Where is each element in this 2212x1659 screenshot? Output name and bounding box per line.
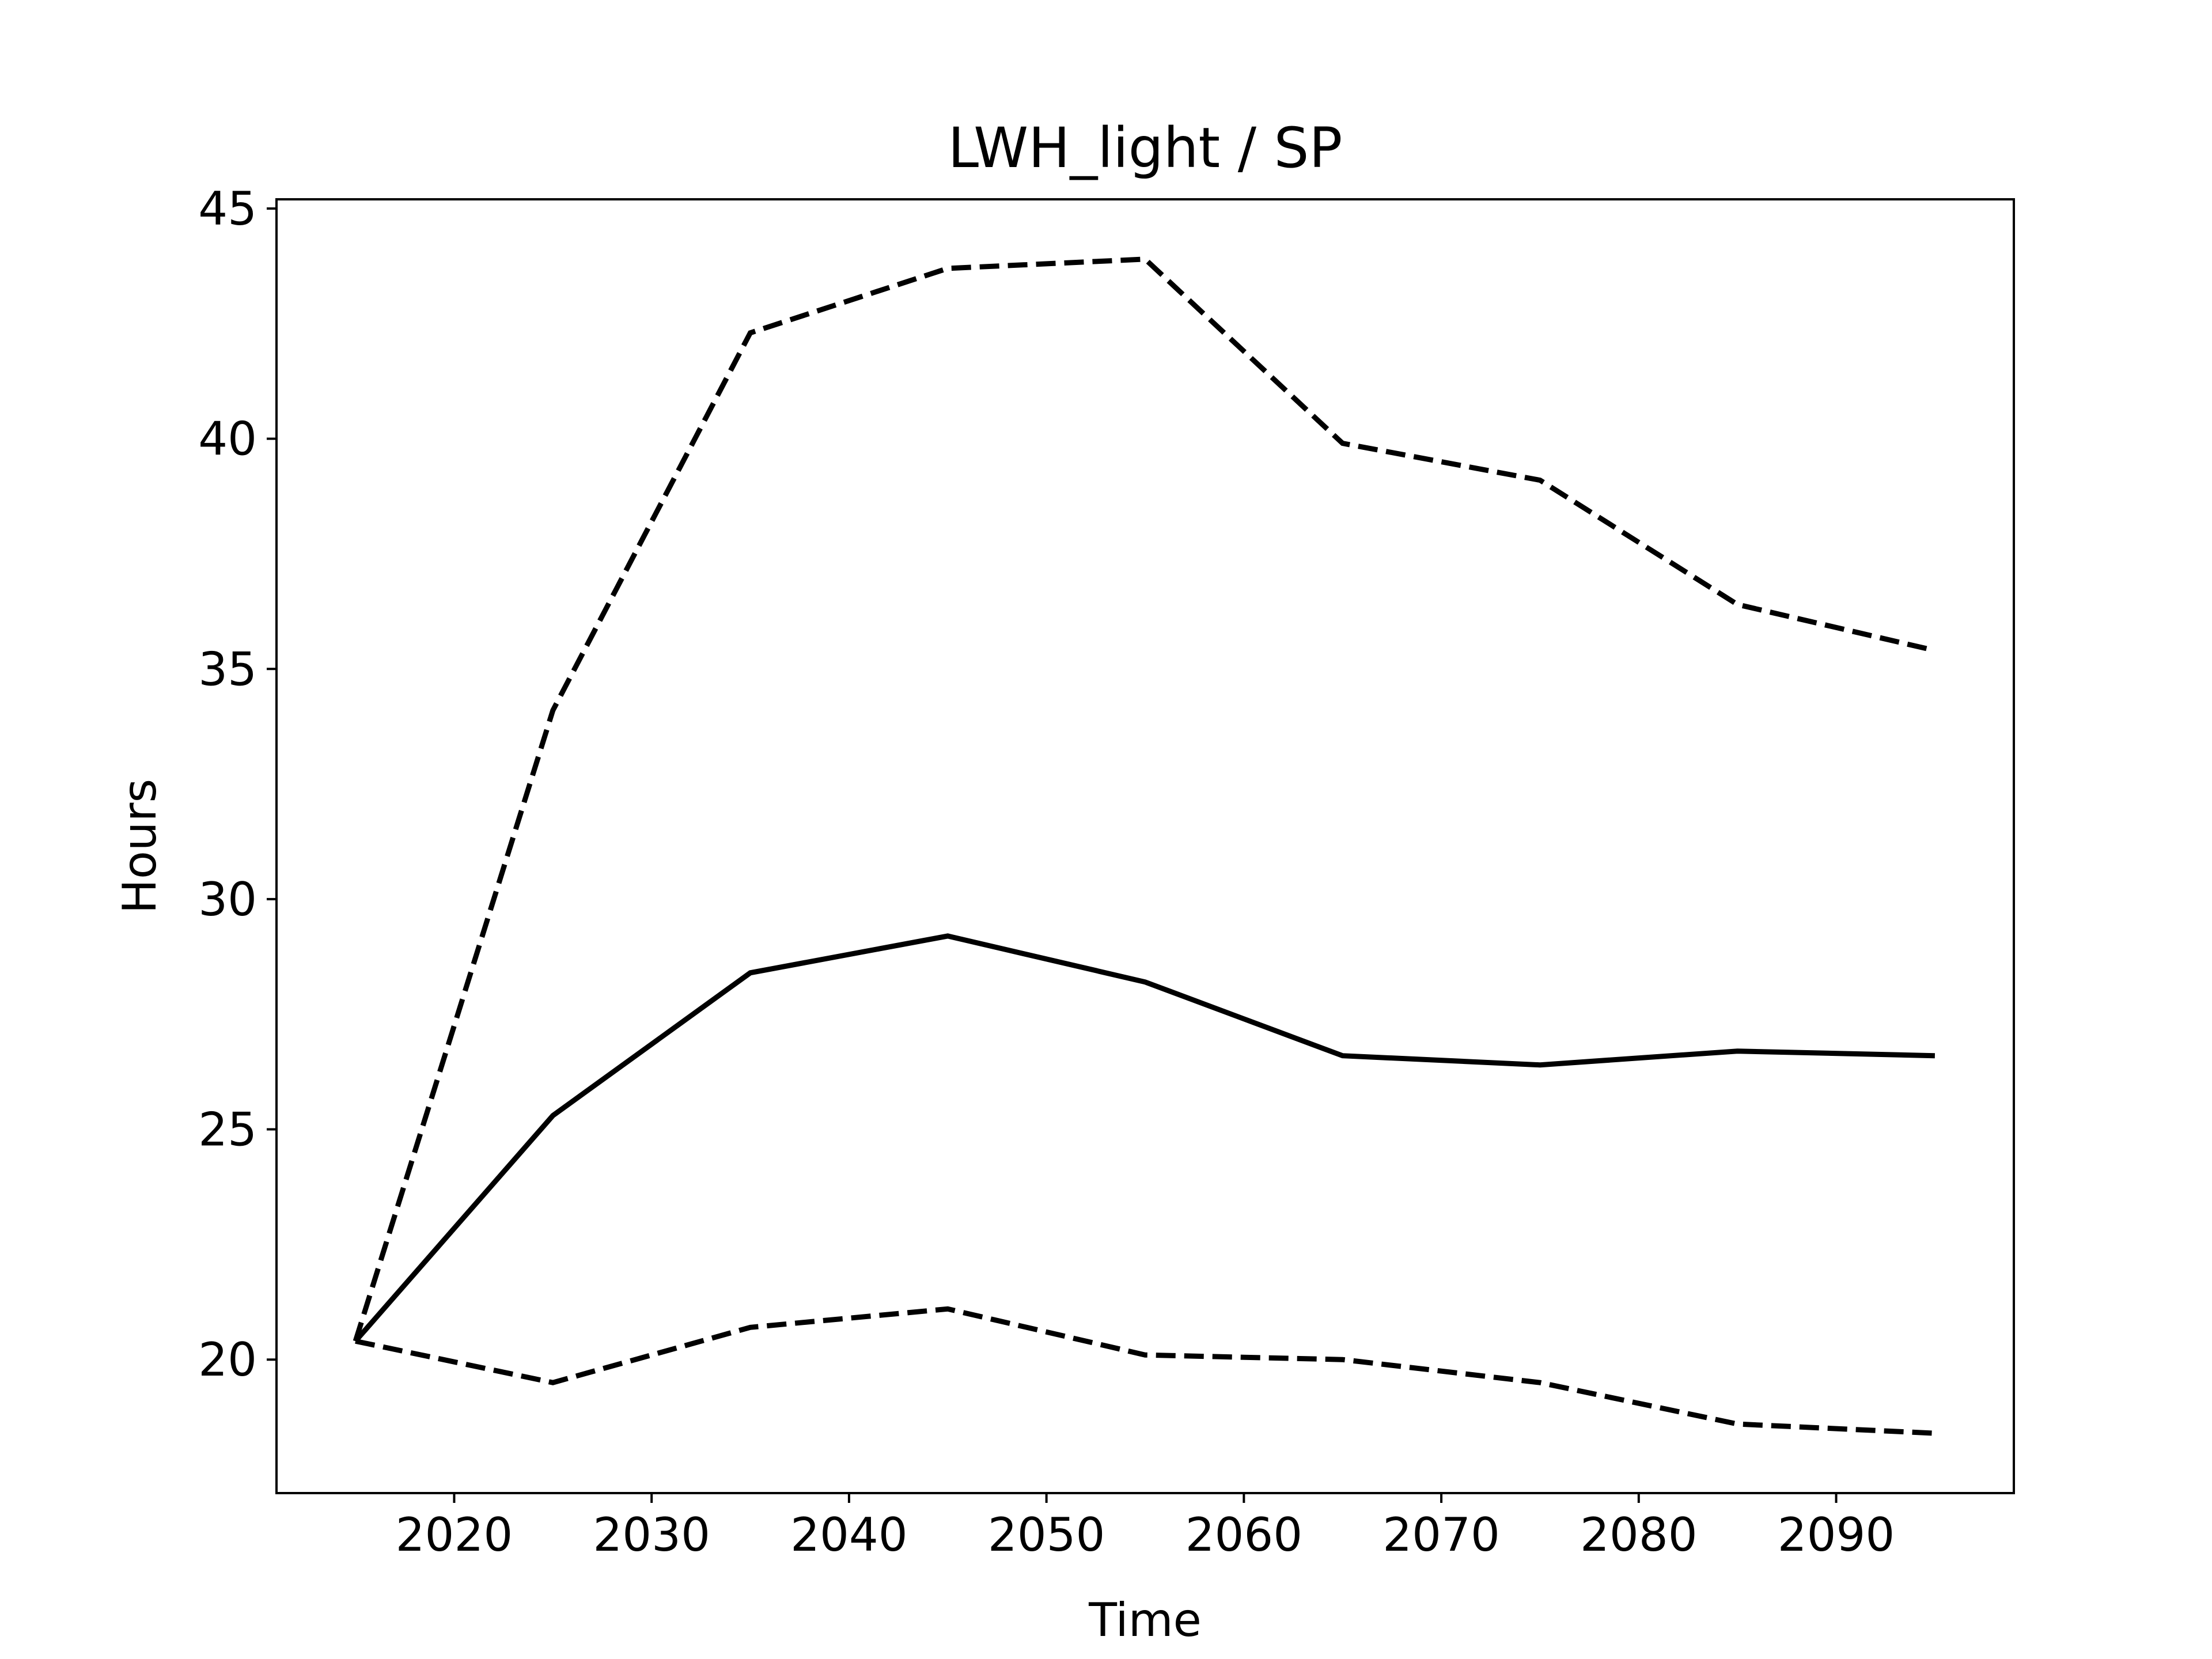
plot-frame [275,198,2015,1494]
x-tick-label-6: 2070 [1382,1508,1500,1562]
x-tick-label-4: 2050 [988,1508,1105,1562]
x-tick-label-3: 2040 [790,1508,908,1562]
x-tick-label-2: 2030 [593,1508,710,1562]
x-tick-label-1: 2020 [396,1508,513,1562]
x-tick-label-8: 2090 [1778,1508,1895,1562]
series-line-3 [355,1306,1936,1436]
y-axis-label: Hours [113,779,166,914]
x-tick-label-5: 2060 [1185,1508,1303,1562]
x-axis-ticks: 2020 2030 2040 2050 2060 2070 2080 2090 [396,1493,1895,1562]
series-line-1 [353,933,1936,1343]
y-tick-label-6: 45 [198,182,257,236]
chart-title: LWH_light / SP [948,116,1343,180]
y-axis-ticks: 20 25 30 35 40 45 [198,182,276,1387]
x-tick-label-7: 2080 [1580,1508,1698,1562]
y-tick-label-1: 20 [198,1333,257,1387]
x-axis-label: Time [1088,1593,1202,1647]
y-tick-label-5: 40 [198,412,257,466]
y-tick-label-3: 30 [198,873,257,926]
series-line-2 [353,256,1936,1342]
series-lines [353,256,1936,1436]
y-tick-label-4: 35 [198,642,257,696]
y-tick-label-2: 25 [198,1103,257,1157]
